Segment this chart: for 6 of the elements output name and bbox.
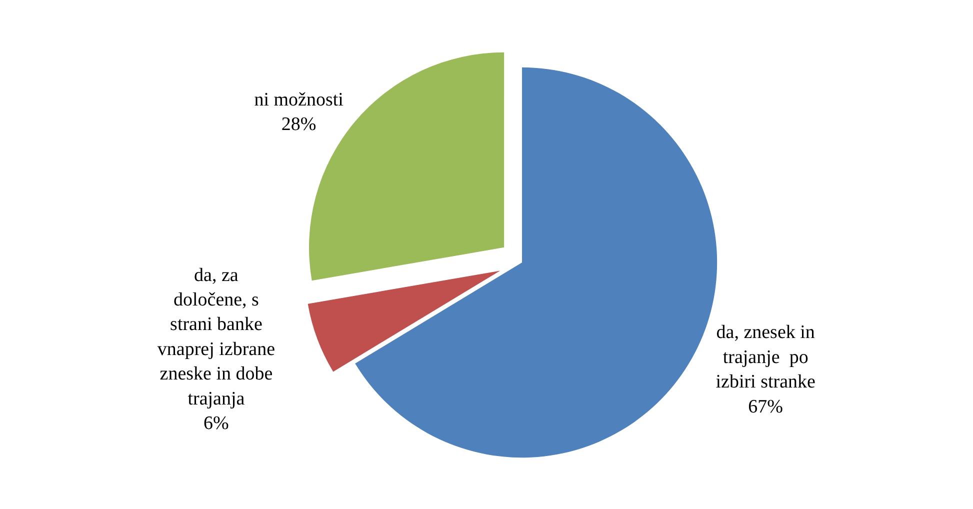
data-label: 6%: [204, 412, 230, 434]
slice-label: da, znesek in trajanje po izbiri stranke: [716, 322, 816, 393]
data-label: 67%: [748, 396, 784, 418]
slice-label: da, za določene, s strani banke vnaprej izbrane zneske in dobe trajanja: [157, 264, 276, 410]
data-label: 28%: [281, 114, 316, 136]
slice-label: ni možnosti: [254, 89, 344, 110]
